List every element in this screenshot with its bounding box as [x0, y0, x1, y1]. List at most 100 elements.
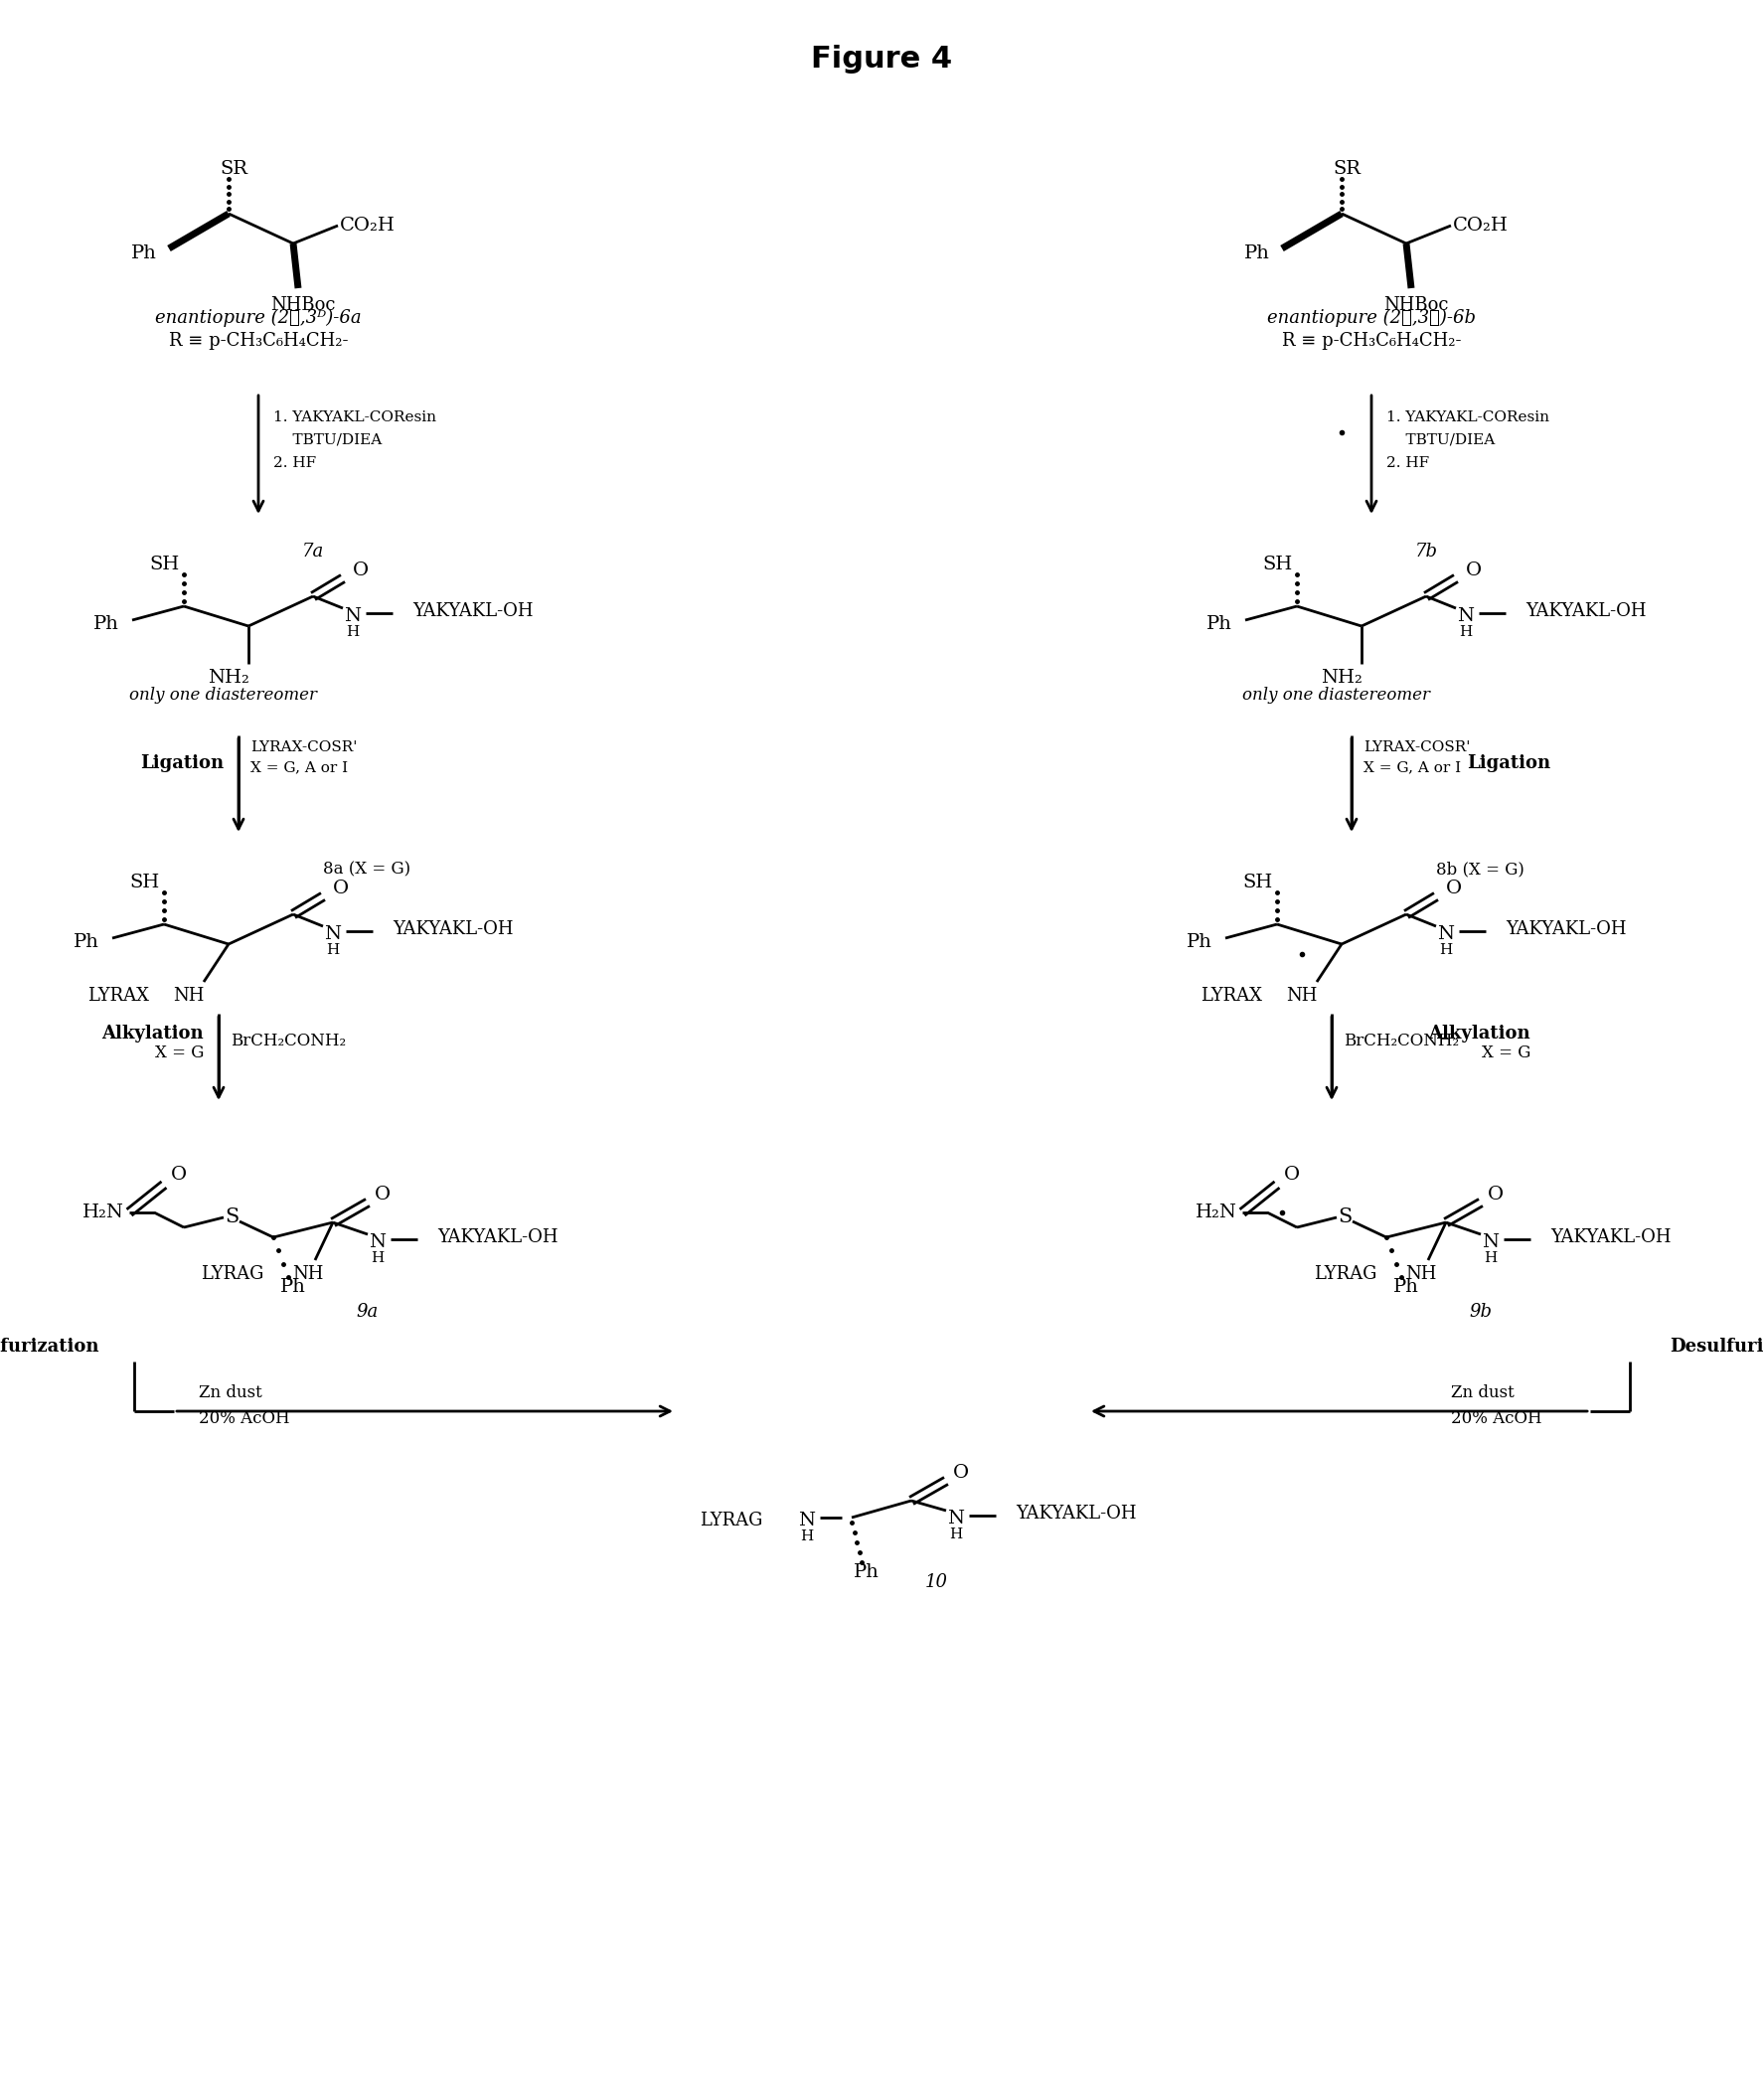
Text: O: O — [1284, 1166, 1300, 1184]
Text: O: O — [1466, 562, 1482, 579]
Text: 8a (X = G): 8a (X = G) — [323, 861, 411, 877]
Text: LYRAG: LYRAG — [201, 1266, 263, 1283]
Text: Ph: Ph — [1187, 934, 1212, 950]
Text: H: H — [1459, 625, 1473, 639]
Text: N: N — [325, 925, 342, 942]
Text: N: N — [369, 1233, 386, 1251]
Text: 9b: 9b — [1469, 1304, 1492, 1320]
Text: NH: NH — [173, 986, 205, 1005]
Text: SH: SH — [1242, 873, 1272, 892]
Text: YAKYAKL-OH: YAKYAKL-OH — [1526, 602, 1646, 620]
Text: LYRAX: LYRAX — [1201, 986, 1261, 1005]
Text: LYRAG: LYRAG — [699, 1512, 762, 1529]
Text: Desulfurization: Desulfurization — [0, 1337, 99, 1356]
Text: SH: SH — [148, 556, 178, 574]
Text: H₂N: H₂N — [83, 1203, 123, 1222]
Text: NH₂: NH₂ — [208, 668, 249, 687]
Text: BrCH₂CONH₂: BrCH₂CONH₂ — [231, 1034, 346, 1051]
Text: NH: NH — [293, 1266, 323, 1283]
Text: BrCH₂CONH₂: BrCH₂CONH₂ — [1344, 1034, 1459, 1051]
Text: O: O — [1487, 1187, 1503, 1203]
Text: Ph: Ph — [280, 1278, 305, 1295]
Text: O: O — [353, 562, 369, 579]
Text: YAKYAKL-OH: YAKYAKL-OH — [1016, 1504, 1136, 1523]
Text: N: N — [1457, 608, 1475, 625]
Text: H: H — [346, 625, 360, 639]
Text: 20% AcOH: 20% AcOH — [1452, 1410, 1542, 1427]
Text: Ph: Ph — [74, 934, 99, 950]
Text: S: S — [224, 1207, 238, 1226]
Text: Zn dust: Zn dust — [199, 1385, 263, 1402]
Text: 9a: 9a — [356, 1304, 379, 1320]
Text: Desulfurization: Desulfurization — [1669, 1337, 1764, 1356]
Text: YAKYAKL-OH: YAKYAKL-OH — [1551, 1228, 1671, 1247]
Text: CO₂H: CO₂H — [1454, 217, 1508, 234]
Text: YAKYAKL-OH: YAKYAKL-OH — [393, 921, 513, 938]
Text: H₂N: H₂N — [1196, 1203, 1237, 1222]
Text: LYRAG: LYRAG — [1314, 1266, 1376, 1283]
Text: Ph: Ph — [1244, 244, 1270, 263]
Text: H: H — [326, 942, 339, 957]
Text: 1. YAKYAKL-COResin: 1. YAKYAKL-COResin — [273, 409, 436, 424]
Text: X = G: X = G — [155, 1044, 203, 1061]
Text: NH: NH — [1406, 1266, 1436, 1283]
Text: CO₂H: CO₂H — [340, 217, 395, 234]
Text: enantiopure (2ℜ,3ℜ)-6b: enantiopure (2ℜ,3ℜ)-6b — [1267, 309, 1476, 328]
Text: 2. HF: 2. HF — [273, 455, 316, 470]
Text: O: O — [1446, 879, 1462, 898]
Text: enantiopure (2ℜ,3ᴰ)-6a: enantiopure (2ℜ,3ᴰ)-6a — [155, 309, 362, 328]
Text: N: N — [1438, 925, 1455, 942]
Text: O: O — [333, 879, 349, 898]
Text: R ≡ p-CH₃C₆H₄CH₂-: R ≡ p-CH₃C₆H₄CH₂- — [169, 332, 348, 349]
Text: SR: SR — [220, 161, 247, 178]
Text: SH: SH — [1261, 556, 1291, 574]
Text: H: H — [949, 1527, 963, 1542]
Text: 7b: 7b — [1415, 543, 1438, 560]
Text: Ph: Ph — [1207, 614, 1233, 633]
Text: H: H — [801, 1529, 813, 1544]
Text: 2. HF: 2. HF — [1387, 455, 1429, 470]
Text: YAKYAKL-OH: YAKYAKL-OH — [1506, 921, 1626, 938]
Text: X = G, A or I: X = G, A or I — [250, 760, 348, 775]
Text: N: N — [344, 608, 362, 625]
Text: SR: SR — [1332, 161, 1360, 178]
Text: O: O — [953, 1464, 968, 1481]
Text: Ph: Ph — [854, 1563, 880, 1581]
Text: Ligation: Ligation — [139, 754, 224, 773]
Text: S: S — [1337, 1207, 1351, 1226]
Text: 1. YAKYAKL-COResin: 1. YAKYAKL-COResin — [1387, 409, 1549, 424]
Text: NH: NH — [1286, 986, 1318, 1005]
Text: R ≡ p-CH₃C₆H₄CH₂-: R ≡ p-CH₃C₆H₄CH₂- — [1282, 332, 1461, 349]
Text: Ligation: Ligation — [1466, 754, 1551, 773]
Text: YAKYAKL-OH: YAKYAKL-OH — [413, 602, 533, 620]
Text: N: N — [799, 1512, 815, 1529]
Text: 7a: 7a — [302, 543, 325, 560]
Text: Figure 4: Figure 4 — [811, 46, 953, 73]
Text: LYRAX-COSR': LYRAX-COSR' — [250, 740, 356, 754]
Text: Ph: Ph — [93, 614, 120, 633]
Text: Alkylation: Alkylation — [102, 1024, 203, 1042]
Text: N: N — [947, 1510, 965, 1527]
Text: Ph: Ph — [1394, 1278, 1418, 1295]
Text: NH₂: NH₂ — [1321, 668, 1362, 687]
Text: only one diastereomer: only one diastereomer — [131, 687, 318, 704]
Text: TBTU/DIEA: TBTU/DIEA — [1387, 432, 1494, 447]
Text: X = G, A or I: X = G, A or I — [1364, 760, 1461, 775]
Text: H: H — [1439, 942, 1452, 957]
Text: LYRAX: LYRAX — [88, 986, 150, 1005]
Text: 20% AcOH: 20% AcOH — [199, 1410, 289, 1427]
Text: 10: 10 — [924, 1573, 947, 1592]
Text: NHBoc: NHBoc — [1383, 297, 1448, 313]
Text: X = G: X = G — [1482, 1044, 1531, 1061]
Text: O: O — [171, 1166, 187, 1184]
Text: LYRAX-COSR': LYRAX-COSR' — [1364, 740, 1469, 754]
Text: Ph: Ph — [131, 244, 157, 263]
Text: O: O — [374, 1187, 390, 1203]
Text: H: H — [1484, 1251, 1498, 1266]
Text: TBTU/DIEA: TBTU/DIEA — [273, 432, 381, 447]
Text: only one diastereomer: only one diastereomer — [1244, 687, 1431, 704]
Text: Alkylation: Alkylation — [1429, 1024, 1531, 1042]
Text: NHBoc: NHBoc — [270, 297, 335, 313]
Text: Zn dust: Zn dust — [1452, 1385, 1514, 1402]
Text: YAKYAKL-OH: YAKYAKL-OH — [437, 1228, 557, 1247]
